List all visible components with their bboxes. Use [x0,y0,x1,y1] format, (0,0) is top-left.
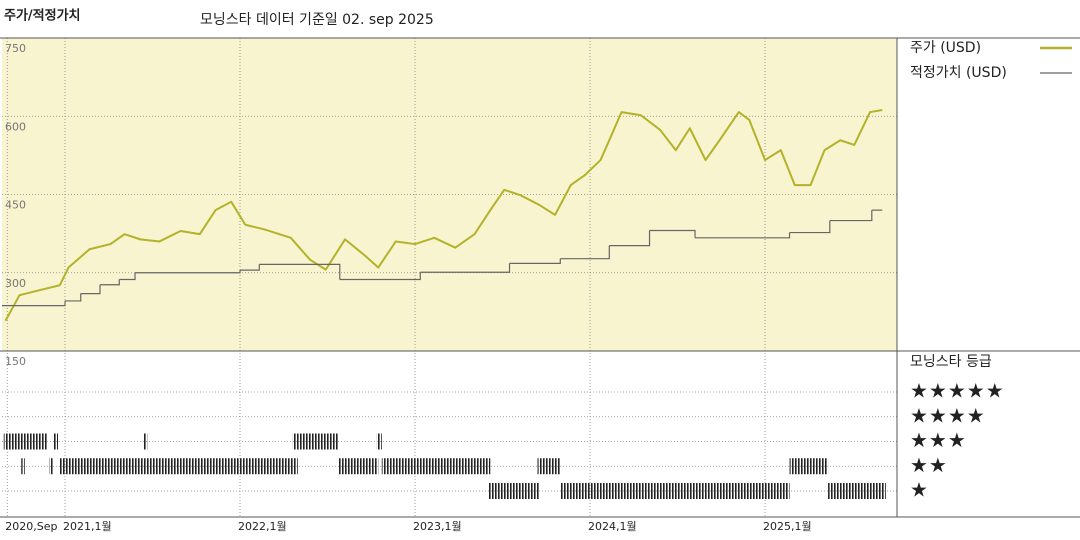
fair-value-step [259,263,341,280]
y-tick-label: 300 [5,277,26,290]
fair-value-step [420,263,511,273]
fair-value-step [119,272,136,281]
rating-bar [292,433,339,450]
rating-bar [52,433,59,450]
rating-bar [828,483,886,499]
rating-bar [789,458,829,475]
y-tick-label: 600 [5,120,26,133]
x-tick-label: 2023,1월 [413,520,462,533]
rating-bar [560,483,790,499]
fair-value-step [135,270,241,274]
x-tick-label: 2024,1월 [588,520,637,533]
fair-value-step [2,300,66,307]
rating-bar [143,433,148,450]
x-tick-label: 2020,Sep [5,520,57,533]
rating-bar [21,458,25,475]
rating-bar [338,458,379,475]
x-tick-label: 2021,1월 [63,520,112,533]
rating-bar [488,483,540,499]
rating-level-label: ★★ [910,453,948,477]
rating-title: 모닝스타 등급 [910,354,992,370]
fair-value-step [789,220,831,234]
chart-title: 주가/적정가치 [4,8,81,24]
fair-value-step [80,284,101,295]
fair-value-step [509,258,561,264]
fair-value-step [339,272,421,281]
price-line [4,109,883,322]
fair-value-step [65,293,82,302]
x-tick-label: 2025,1월 [763,520,812,533]
chart-subtitle: 모닝스타 데이터 기준일 02. sep 2025 [200,12,434,28]
y-tick-label: 450 [5,199,26,212]
y-tick-label: 750 [5,42,26,55]
legend-label: 주가 (USD) [910,40,981,56]
rating-bar [376,433,382,450]
rating-level-label: ★★★★★ [910,379,1005,403]
rating-level-label: ★ [910,478,929,502]
rating-bar [59,458,298,475]
rating-bar [537,458,561,475]
legend-label: 적정가치 (USD) [910,65,1007,81]
fair-value-step [609,230,651,247]
rating-bar [49,458,53,475]
fair-value-step [829,210,873,222]
rating-bar [381,458,491,475]
rating-level-label: ★★★★ [910,403,986,427]
y-tick-label: 150 [5,355,26,368]
rating-bar [3,433,48,450]
fair-value-step [649,229,696,238]
rating-level-label: ★★★ [910,428,967,452]
x-tick-label: 2022,1월 [238,520,287,533]
fair-value-step [240,264,260,271]
fair-value-step [560,245,610,260]
fair-value-step [100,279,120,286]
fair-value-step [695,232,791,239]
